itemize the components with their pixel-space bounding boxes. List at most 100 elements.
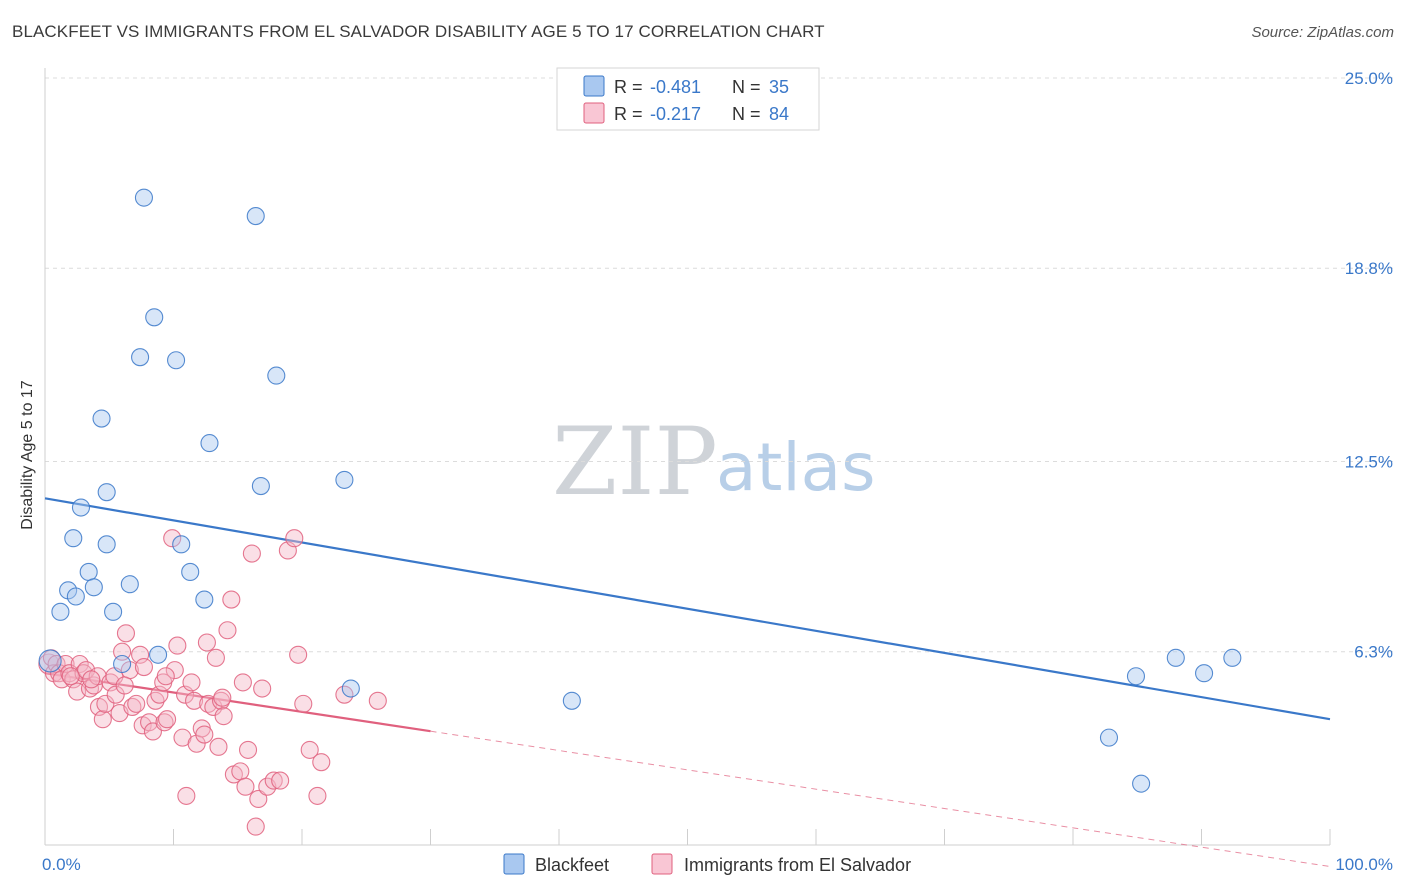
point-el-salvador [285, 529, 304, 548]
series-legend: Blackfeet Immigrants from El Salvador [503, 853, 911, 875]
series-swatch-blackfeet [503, 853, 525, 875]
point-blackfeet [562, 691, 581, 710]
point-el-salvador [242, 544, 261, 563]
legend-n-value-2: 84 [769, 104, 789, 124]
point-blackfeet [120, 575, 139, 594]
point-blackfeet [1099, 728, 1119, 747]
point-el-salvador [134, 658, 153, 677]
point-blackfeet [251, 476, 270, 496]
point-el-salvador [177, 786, 196, 805]
point-el-salvador [312, 753, 331, 772]
series-label-el-salvador: Immigrants from El Salvador [684, 855, 911, 875]
trend-line-el-salvador-extension [430, 730, 1331, 867]
y-tick-label: 12.5% [1345, 453, 1393, 472]
point-blackfeet [97, 483, 116, 502]
point-blackfeet [267, 366, 286, 385]
point-blackfeet [1223, 648, 1242, 667]
y-tick-label: 6.3% [1354, 643, 1393, 662]
point-el-salvador [127, 694, 146, 713]
legend-n-label-2: N = [732, 104, 761, 124]
point-el-salvador [165, 661, 184, 680]
y-tick-label: 18.8% [1345, 259, 1393, 278]
point-blackfeet [71, 498, 91, 517]
x-tick-label: 100.0% [1335, 855, 1393, 874]
point-el-salvador [163, 529, 182, 548]
point-el-salvador [289, 645, 308, 664]
point-blackfeet [246, 207, 265, 226]
legend-swatch-el-salvador [583, 102, 605, 124]
point-el-salvador [96, 694, 115, 713]
point-blackfeet [134, 188, 153, 207]
point-blackfeet [92, 409, 111, 428]
legend-n-label-1: N = [732, 77, 761, 97]
series-label-blackfeet: Blackfeet [535, 855, 609, 875]
point-blackfeet [1195, 664, 1214, 683]
point-el-salvador [231, 762, 250, 781]
correlation-legend: R = -0.481 N = 35 R = -0.217 N = 84 [556, 67, 820, 131]
point-blackfeet [195, 590, 214, 609]
legend-swatch-blackfeet [583, 75, 605, 97]
point-el-salvador [213, 688, 232, 707]
point-el-salvador [246, 817, 265, 836]
point-el-salvador [271, 771, 290, 790]
x-tick-label: 0.0% [42, 855, 81, 874]
legend-n-value-1: 35 [769, 77, 789, 97]
point-blackfeet [79, 562, 98, 581]
gridlines [45, 77, 1393, 653]
point-el-salvador [300, 740, 319, 759]
watermark: ZIP atlas [552, 408, 876, 517]
point-blackfeet [84, 578, 103, 597]
point-blackfeet [1166, 648, 1185, 667]
point-el-salvador [197, 633, 216, 652]
point-el-salvador [214, 707, 233, 726]
point-el-salvador [308, 786, 327, 805]
point-el-salvador [156, 667, 175, 686]
point-el-salvador [218, 621, 237, 640]
point-blackfeet [66, 587, 85, 606]
point-blackfeet [200, 434, 219, 453]
point-blackfeet [149, 645, 168, 664]
point-el-salvador [236, 777, 255, 796]
y-tick-label: 25.0% [1345, 69, 1393, 88]
point-blackfeet [1126, 667, 1146, 686]
point-el-salvador [294, 694, 313, 713]
point-el-salvador [206, 648, 225, 667]
point-blackfeet [167, 351, 186, 370]
point-el-salvador [264, 771, 283, 790]
point-el-salvador [209, 737, 228, 756]
point-el-salvador [113, 642, 132, 661]
legend-r-label-2: R = [614, 104, 643, 124]
point-el-salvador [211, 691, 231, 710]
point-blackfeet [131, 348, 150, 367]
x-tick-labels: 0.0% 100.0% [42, 855, 1393, 874]
point-blackfeet [97, 535, 116, 554]
y-tick-labels: 6.3% 12.5% 18.8% 25.0% [1345, 69, 1393, 662]
axes [44, 68, 1331, 846]
point-el-salvador [115, 676, 134, 695]
point-el-salvador [168, 636, 187, 655]
point-el-salvador [195, 725, 214, 744]
point-blackfeet [341, 679, 360, 698]
point-el-salvador [116, 624, 136, 643]
point-el-salvador [77, 661, 96, 680]
chart-title: BLACKFEET VS IMMIGRANTS FROM EL SALVADOR… [12, 22, 825, 41]
point-blackfeet [104, 602, 123, 621]
point-blackfeet [172, 535, 191, 554]
watermark-atlas: atlas [716, 429, 876, 506]
point-blackfeet [145, 308, 164, 327]
legend-r-value-2: -0.217 [650, 104, 701, 124]
point-el-salvador [82, 670, 101, 689]
point-el-salvador [182, 673, 201, 692]
series-swatch-el-salvador [651, 853, 673, 875]
point-el-salvador [233, 673, 252, 692]
point-el-salvador [93, 710, 112, 729]
point-el-salvador [222, 590, 241, 609]
point-el-salvador [238, 740, 258, 759]
point-blackfeet [38, 649, 62, 673]
point-blackfeet [1132, 774, 1151, 793]
source-credit: Source: ZipAtlas.com [1251, 24, 1394, 41]
legend-r-label-1: R = [614, 77, 643, 97]
point-blackfeet [51, 602, 70, 621]
point-el-salvador [140, 713, 159, 732]
